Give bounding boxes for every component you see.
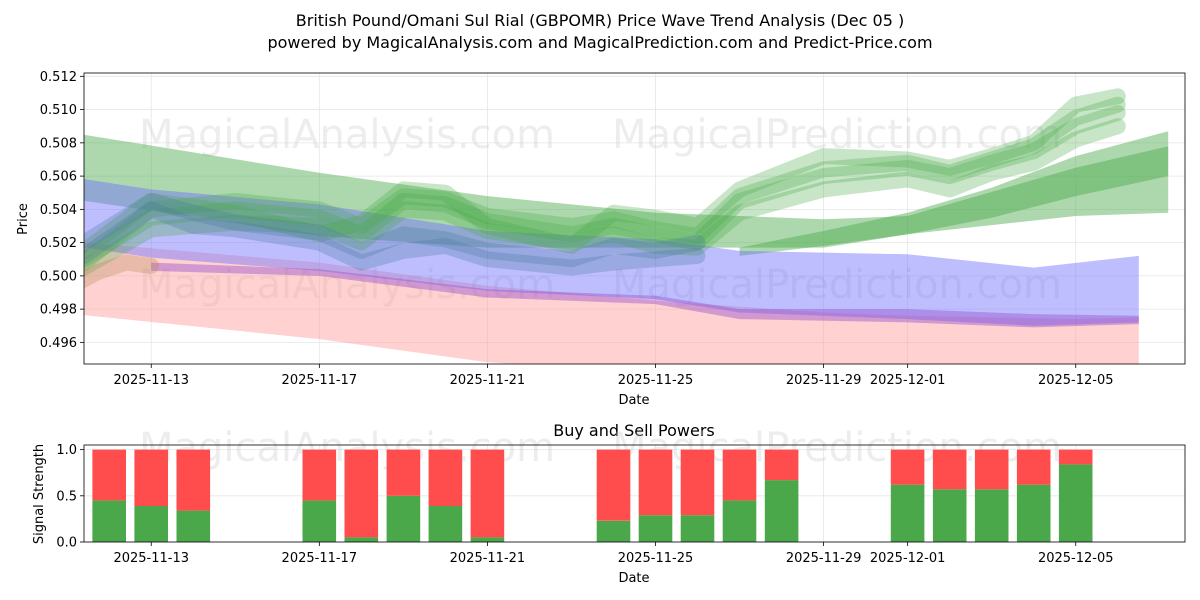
sell-power-bar: [680, 449, 715, 516]
wave-series-line: [84, 118, 1126, 277]
price-x-tick-label: 2025-11-21: [450, 373, 526, 388]
signal-y-label: Signal Strength: [32, 444, 47, 544]
signal-x-tick-label: 2025-11-25: [618, 551, 694, 566]
buy-power-bar: [1016, 484, 1051, 542]
price-y-axis: 0.496 0.498 0.500 0.502 0.504 0.506 0.508 0.510…: [40, 70, 84, 351]
signal-panel: Buy and Sell Powers MagicalAnalysis.com …: [32, 421, 1186, 586]
sell-power-bar: [974, 449, 1009, 490]
signal-x-tick-label: 2025-11-21: [450, 551, 526, 566]
sell-power-bar: [1058, 449, 1093, 465]
price-y-label: Price: [16, 203, 31, 235]
signal-x-label: Date: [618, 571, 649, 586]
sell-power-bar: [134, 449, 168, 506]
buy-power-bar: [176, 510, 211, 542]
signal-x-axis: 2025-11-13 2025-11-17 2025-11-21 2025-11-25…: [113, 542, 1114, 566]
sell-power-bar: [92, 449, 126, 501]
sell-power-bar: [386, 449, 421, 496]
sell-power-bar: [932, 449, 967, 490]
trend-band: [84, 134, 1169, 248]
price-plot-area: [84, 88, 1169, 364]
price-y-tick-label: 0.498: [40, 303, 77, 318]
buy-power-bar: [344, 537, 379, 542]
price-y-tick-label: 0.510: [40, 103, 77, 118]
buy-power-bar: [890, 484, 925, 542]
price-x-tick-label: 2025-11-25: [618, 373, 694, 388]
sell-power-bar: [176, 449, 211, 511]
sell-power-bar: [302, 449, 337, 501]
price-watermarks: MagicalAnalysis.com MagicalPrediction.co…: [139, 112, 1062, 308]
sell-power-bar: [596, 449, 631, 521]
buy-power-bar: [302, 500, 337, 542]
buy-power-bar: [596, 520, 631, 542]
price-x-tick-label: 2025-12-05: [1038, 373, 1114, 388]
signal-x-tick-label: 2025-12-05: [1038, 551, 1114, 566]
watermark-analysis-top: MagicalAnalysis.com: [139, 112, 555, 158]
watermark-analysis-mid: MagicalAnalysis.com: [139, 262, 555, 308]
signal-x-tick-label: 2025-11-29: [786, 551, 862, 566]
sell-power-bar: [1016, 449, 1051, 485]
wave-series-line: [84, 201, 706, 276]
buy-power-bar: [974, 489, 1009, 542]
sell-power-bar: [638, 449, 673, 516]
trend-band: [151, 262, 1139, 328]
buy-power-bar: [470, 537, 505, 542]
sell-power-bar: [428, 449, 463, 506]
wave-series-line: [84, 96, 1126, 271]
buy-power-bar: [680, 515, 715, 542]
chart-title-line1: British Pound/Omani Sul Rial (GBPOMR) Pr…: [296, 11, 904, 30]
price-x-tick-label: 2025-11-29: [786, 373, 862, 388]
price-x-tick-label: 2025-11-13: [113, 373, 189, 388]
buy-power-bar: [386, 495, 421, 542]
sell-power-bar: [890, 449, 925, 485]
signal-y-tick-label: 0.0: [56, 536, 77, 551]
buy-power-bar: [722, 500, 757, 542]
watermark-prediction-top: MagicalPrediction.com: [612, 112, 1062, 158]
price-x-label: Date: [618, 393, 649, 408]
price-y-tick-label: 0.512: [40, 70, 77, 85]
buy-power-bar: [1058, 464, 1093, 542]
signal-y-tick-label: 1.0: [56, 443, 77, 458]
signal-x-tick-label: 2025-12-01: [870, 551, 946, 566]
price-y-tick-label: 0.506: [40, 170, 77, 185]
signal-y-tick-label: 0.5: [56, 489, 77, 504]
trend-band: [84, 242, 1139, 364]
buy-power-bar: [932, 489, 967, 542]
price-grid: [84, 73, 1185, 364]
trend-band: [739, 131, 1169, 256]
buy-power-bar: [638, 515, 673, 542]
price-x-tick-label: 2025-12-01: [870, 373, 946, 388]
buy-power-bar: [92, 500, 126, 542]
price-x-tick-label: 2025-11-17: [282, 373, 358, 388]
signal-plot-area: [92, 449, 1093, 542]
price-y-tick-label: 0.502: [40, 236, 77, 251]
sell-power-bar: [764, 449, 799, 481]
price-x-axis: 2025-11-13 2025-11-17 2025-11-21 2025-11-25…: [113, 364, 1114, 388]
watermark-prediction-mid: MagicalPrediction.com: [612, 262, 1062, 308]
price-y-tick-label: 0.500: [40, 269, 77, 284]
signal-chart-title: Buy and Sell Powers: [553, 421, 715, 440]
price-y-tick-label: 0.496: [40, 336, 77, 351]
price-y-tick-label: 0.504: [40, 203, 77, 218]
signal-y-axis: 0.0 0.5 1.0: [56, 443, 84, 551]
buy-power-bar: [428, 506, 463, 542]
price-y-tick-label: 0.508: [40, 136, 77, 151]
signal-x-tick-label: 2025-11-17: [282, 551, 358, 566]
chart-title-line2: powered by MagicalAnalysis.com and Magic…: [267, 33, 932, 52]
sell-power-bar: [722, 449, 757, 501]
price-plot-frame: [83, 72, 1186, 365]
buy-power-bar: [764, 480, 799, 542]
sell-power-bar: [470, 449, 505, 538]
wave-series-line: [84, 88, 1126, 260]
signal-plot-frame: [83, 444, 1186, 543]
buy-power-bar: [134, 506, 168, 542]
price-panel: MagicalAnalysis.com MagicalPrediction.co…: [16, 70, 1186, 408]
trend-band: [84, 179, 1139, 326]
wave-series-line: [84, 104, 1126, 268]
wave-series-line: [84, 193, 706, 268]
wave-series-line: [84, 254, 160, 289]
sell-power-bar: [344, 449, 379, 538]
signal-x-tick-label: 2025-11-13: [113, 551, 189, 566]
